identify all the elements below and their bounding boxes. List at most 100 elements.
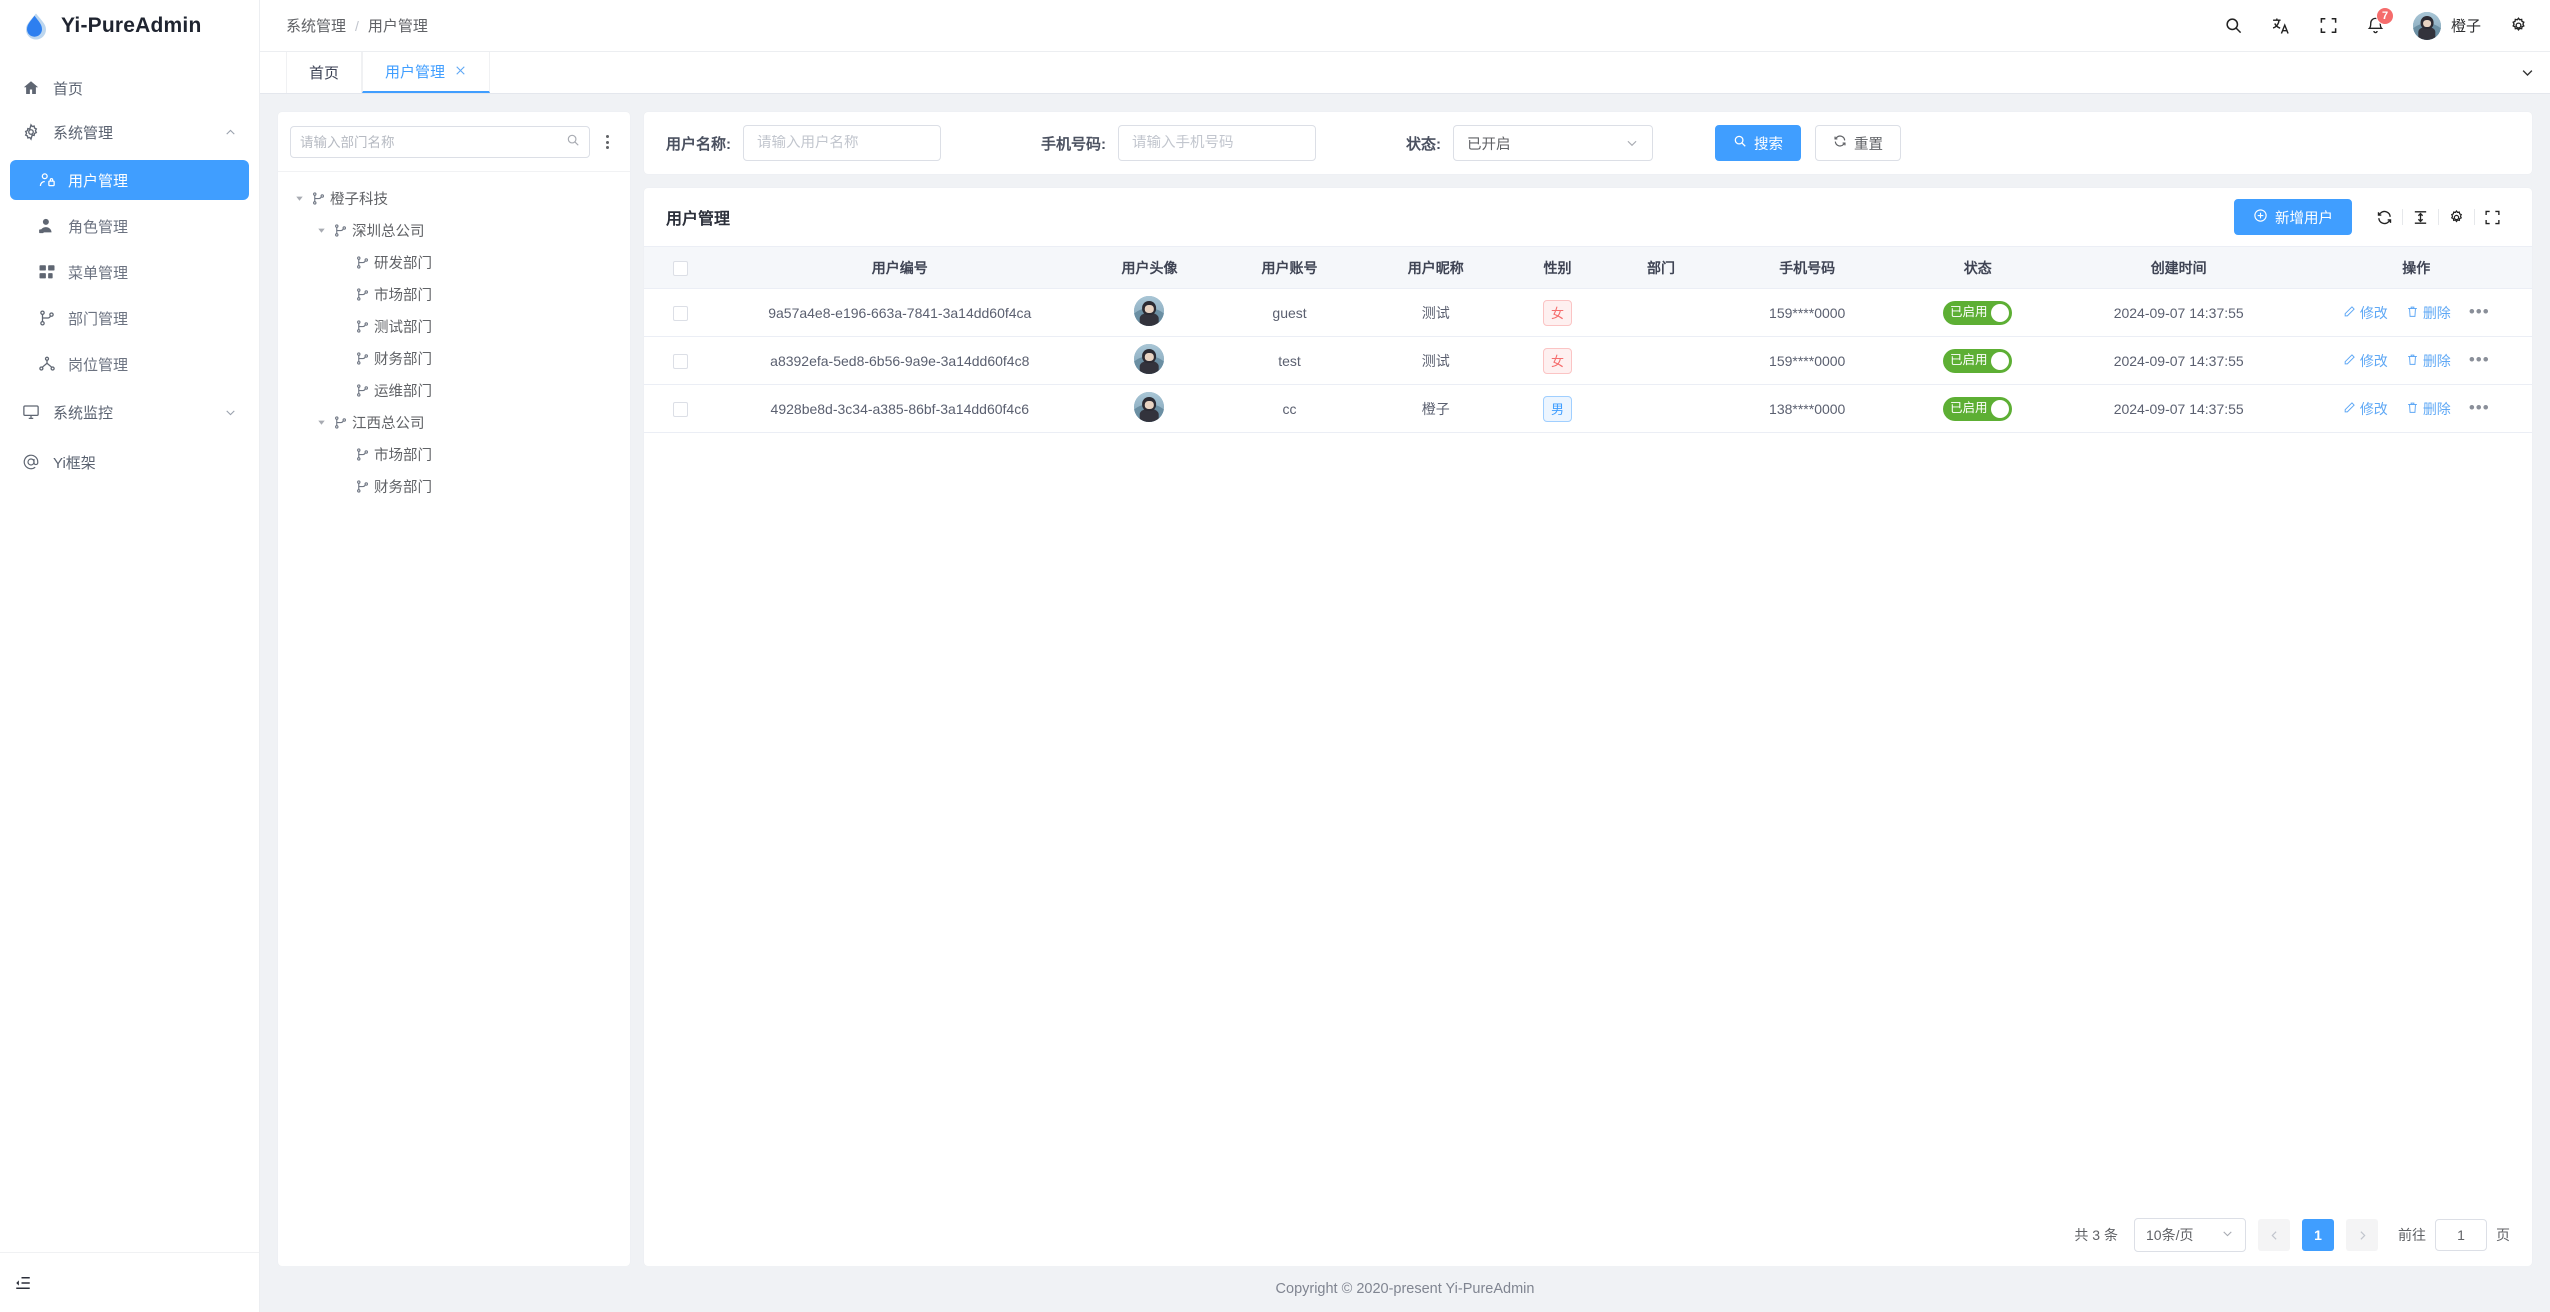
org-branch-icon bbox=[332, 222, 349, 239]
row-checkbox[interactable] bbox=[673, 305, 689, 321]
bell-icon[interactable]: 7 bbox=[2366, 7, 2395, 35]
dept-search-input[interactable] bbox=[300, 134, 560, 150]
tree-node[interactable]: 测试部门 bbox=[278, 310, 630, 342]
tree-node[interactable]: 深圳总公司 bbox=[278, 214, 630, 246]
density-icon[interactable] bbox=[2402, 200, 2438, 234]
search-button[interactable]: 搜索 bbox=[1715, 125, 1801, 161]
grid-icon bbox=[38, 263, 56, 281]
sidebar-item-home[interactable]: 首页 bbox=[0, 66, 259, 110]
sidebar-item-menus[interactable]: 菜单管理 bbox=[10, 252, 249, 292]
edit-button[interactable]: 修改 bbox=[2343, 351, 2388, 371]
breadcrumb-parent[interactable]: 系统管理 bbox=[286, 18, 347, 35]
caret-down-icon[interactable] bbox=[310, 225, 332, 236]
add-user-button[interactable]: 新增用户 bbox=[2234, 199, 2352, 235]
sidebar-item-users[interactable]: 用户管理 bbox=[10, 160, 249, 200]
tree-node[interactable]: 江西总公司 bbox=[278, 406, 630, 438]
org-branch-icon bbox=[354, 446, 371, 463]
cell-created: 2024-09-07 14:37:55 bbox=[2056, 336, 2301, 385]
table-row[interactable]: 9a57a4e8-e196-663a-7841-3a14dd60f4ca gue… bbox=[644, 288, 2532, 337]
gear-settings-icon[interactable] bbox=[2509, 16, 2528, 35]
tree-node[interactable]: 市场部门 bbox=[278, 278, 630, 310]
close-icon[interactable] bbox=[454, 64, 467, 79]
page-1-button[interactable]: 1 bbox=[2302, 1219, 2334, 1251]
edit-button[interactable]: 修改 bbox=[2343, 303, 2388, 323]
home-icon bbox=[22, 79, 40, 97]
status-toggle[interactable]: 已启用 bbox=[1942, 348, 2013, 373]
status-toggle[interactable]: 已启用 bbox=[1942, 396, 2013, 421]
cell-operations: 修改 删除 ••• bbox=[2300, 288, 2532, 337]
tab-home[interactable]: 首页 bbox=[286, 52, 363, 93]
dept-search-field[interactable] bbox=[290, 126, 590, 158]
sidebar-submenu-system: 用户管理 角色管理 bbox=[0, 160, 259, 384]
tree-node-label: 研发部门 bbox=[374, 255, 432, 272]
fullscreen-icon[interactable] bbox=[2319, 16, 2338, 35]
search-icon[interactable] bbox=[2224, 16, 2243, 35]
more-vertical-icon[interactable] bbox=[596, 127, 618, 157]
cell-gender: 女 bbox=[1508, 336, 1607, 385]
user-menu[interactable]: 橙子 bbox=[2412, 11, 2481, 40]
caret-down-icon[interactable] bbox=[288, 193, 310, 204]
more-horizontal-icon[interactable]: ••• bbox=[2468, 398, 2490, 418]
reset-button[interactable]: 重置 bbox=[1815, 125, 1901, 161]
phone-input-wrap[interactable] bbox=[1118, 125, 1316, 161]
edit-button[interactable]: 修改 bbox=[2343, 399, 2388, 419]
select-all-checkbox[interactable] bbox=[673, 260, 689, 276]
row-checkbox[interactable] bbox=[673, 401, 689, 417]
more-horizontal-icon[interactable]: ••• bbox=[2468, 350, 2490, 370]
search-button-label: 搜索 bbox=[1754, 136, 1783, 153]
next-page-button[interactable] bbox=[2346, 1219, 2378, 1251]
tree-node[interactable]: 运维部门 bbox=[278, 374, 630, 406]
delete-button[interactable]: 删除 bbox=[2406, 303, 2451, 323]
sidebar-item-positions[interactable]: 岗位管理 bbox=[10, 344, 249, 384]
sidebar-item-framework[interactable]: Yi框架 bbox=[0, 440, 259, 484]
status-select[interactable]: 已开启 bbox=[1453, 125, 1653, 161]
fullscreen-icon[interactable] bbox=[2474, 200, 2510, 234]
more-horizontal-icon[interactable]: ••• bbox=[2468, 302, 2490, 322]
refresh-icon[interactable] bbox=[2366, 200, 2402, 234]
sidebar-item-roles[interactable]: 角色管理 bbox=[10, 206, 249, 246]
cell-id: a8392efa-5ed8-6b56-9a9e-3a14dd60f4c8 bbox=[717, 336, 1083, 385]
phone-input[interactable] bbox=[1132, 135, 1302, 151]
table-row[interactable]: a8392efa-5ed8-6b56-9a9e-3a14dd60f4c8 tes… bbox=[644, 336, 2532, 385]
page-size-select[interactable]: 10条/页 bbox=[2134, 1218, 2246, 1252]
delete-label: 删除 bbox=[2422, 304, 2451, 321]
cell-operations: 修改 删除 ••• bbox=[2300, 336, 2532, 385]
username-input-wrap[interactable] bbox=[743, 125, 941, 161]
delete-button[interactable]: 删除 bbox=[2406, 399, 2451, 419]
topbar: 系统管理 / 用户管理 bbox=[260, 0, 2550, 52]
sidebar-item-roles-label: 角色管理 bbox=[68, 218, 129, 236]
tab-user-management[interactable]: 用户管理 bbox=[362, 52, 491, 93]
status-toggle[interactable]: 已启用 bbox=[1942, 300, 2013, 325]
translate-icon[interactable] bbox=[2271, 16, 2291, 36]
status-field-group: 状态: 已开启 bbox=[1406, 125, 1653, 161]
row-checkbox[interactable] bbox=[673, 353, 689, 369]
cell-gender: 女 bbox=[1508, 288, 1607, 337]
tree-node-label: 橙子科技 bbox=[330, 191, 388, 208]
brand[interactable]: Yi-PureAdmin bbox=[0, 0, 259, 52]
delete-button[interactable]: 删除 bbox=[2406, 351, 2451, 371]
column-settings-icon[interactable] bbox=[2438, 200, 2474, 234]
tree-node-label: 市场部门 bbox=[374, 287, 432, 304]
tabs-more-chevron-down-icon[interactable] bbox=[2504, 52, 2550, 93]
table-row[interactable]: 4928be8d-3c34-a385-86bf-3a14dd60f4c6 cc 橙… bbox=[644, 384, 2532, 433]
cell-dept bbox=[1606, 288, 1716, 337]
tree-node[interactable]: 财务部门 bbox=[278, 470, 630, 502]
sidebar-item-departments[interactable]: 部门管理 bbox=[10, 298, 249, 338]
notification-badge: 7 bbox=[2375, 7, 2395, 25]
sidebar-item-system[interactable]: 系统管理 bbox=[0, 110, 259, 154]
prev-page-button[interactable] bbox=[2258, 1219, 2290, 1251]
user-table: 用户编号 用户头像 用户账号 用户昵称 性别 部门 手机号码 状态 创建时间 操… bbox=[644, 246, 2532, 433]
sidebar-collapse-icon[interactable] bbox=[14, 1274, 32, 1292]
caret-down-icon[interactable] bbox=[310, 417, 332, 428]
page-jump-input[interactable] bbox=[2435, 1219, 2487, 1251]
tree-node[interactable]: 研发部门 bbox=[278, 246, 630, 278]
sidebar-item-monitor[interactable]: 系统监控 bbox=[0, 390, 259, 434]
tree-node[interactable]: 市场部门 bbox=[278, 438, 630, 470]
col-gender: 性别 bbox=[1508, 246, 1607, 289]
sidebar-item-users-label: 用户管理 bbox=[68, 172, 129, 190]
username-input[interactable] bbox=[757, 135, 927, 151]
tree-node[interactable]: 橙子科技 bbox=[278, 182, 630, 214]
org-branch-icon bbox=[354, 254, 371, 271]
refresh-icon bbox=[1833, 134, 1847, 152]
tree-node[interactable]: 财务部门 bbox=[278, 342, 630, 374]
